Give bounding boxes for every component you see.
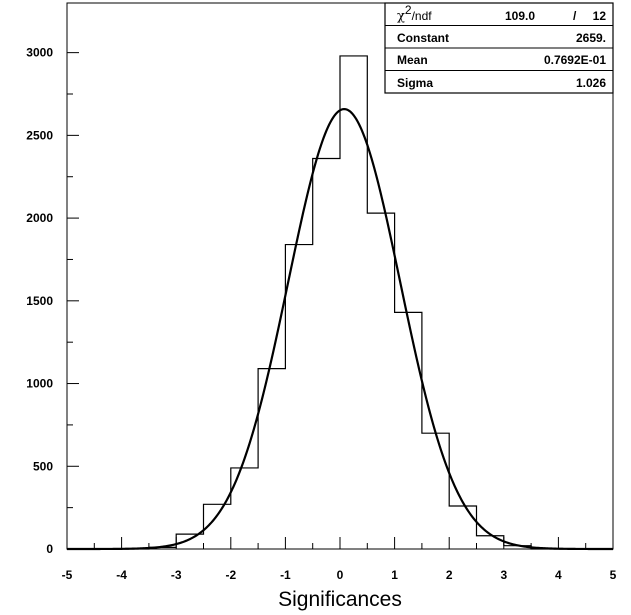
stats-sigma-value: 1.026 (576, 76, 606, 90)
stats-box: χ2/ndf 109.0 / 12 Constant 2659. Mean 0.… (384, 2, 614, 94)
gaussian-fit-curve (67, 107, 613, 551)
x-tick-label: -1 (280, 568, 291, 582)
histogram-outline (67, 55, 613, 550)
stats-constant-label: Constant (397, 31, 449, 45)
x-tick-label: 4 (555, 568, 562, 582)
y-tick-label: 2500 (26, 128, 53, 142)
chi-symbol: χ (397, 9, 405, 24)
x-axis-label: Significances (278, 588, 402, 611)
y-tick-label: 3000 (26, 46, 53, 60)
stats-chi2-value: 109.0 (505, 9, 535, 23)
x-tick-label: 5 (610, 568, 617, 582)
y-tick-label: 0 (46, 542, 53, 556)
x-tick-label: -2 (225, 568, 236, 582)
x-tick-label: -5 (62, 568, 73, 582)
stats-chi-label: χ2/ndf (397, 3, 432, 24)
stats-mean-label: Mean (397, 53, 428, 67)
x-tick-label: 0 (337, 568, 344, 582)
stats-constant-value: 2659. (576, 31, 606, 45)
x-tick-label: -4 (116, 568, 127, 582)
plot-frame (66, 2, 614, 550)
x-tick-label: 2 (446, 568, 453, 582)
stats-slash: / (573, 9, 577, 23)
x-tick-label: -3 (171, 568, 182, 582)
stats-ndf-value: 12 (593, 9, 607, 23)
stats-sigma-label: Sigma (397, 76, 433, 90)
y-tick-label: 2000 (26, 211, 53, 225)
x-tick-label: 3 (500, 568, 507, 582)
x-tick-label: 1 (391, 568, 398, 582)
y-tick-label: 1500 (26, 294, 53, 308)
y-tick-label: 500 (33, 459, 53, 473)
y-axis-ticks: 0 500 1000 1500 2000 2500 3000 (26, 46, 79, 556)
ndf-label: /ndf (412, 9, 433, 23)
chi-superscript: 2 (405, 3, 412, 17)
y-tick-label: 1000 (26, 377, 53, 391)
x-axis-ticks: -5 -4 -3 -2 -1 0 1 2 3 4 5 (62, 537, 617, 582)
stats-mean-value: 0.7692E-01 (544, 53, 606, 67)
